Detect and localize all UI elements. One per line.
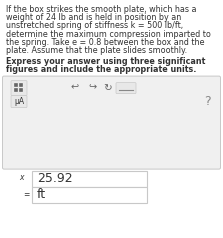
Bar — [19, 88, 23, 92]
Text: If the box strikes the smooth plate, which has a: If the box strikes the smooth plate, whi… — [6, 5, 196, 14]
Text: x: x — [19, 173, 23, 182]
Text: the spring. Take e = 0.8 between the box and the: the spring. Take e = 0.8 between the box… — [6, 38, 204, 47]
Bar — [32, 187, 147, 203]
Bar — [14, 88, 18, 92]
Text: determine the maximum compression imparted to: determine the maximum compression impart… — [6, 30, 211, 39]
Text: weight of 24 lb and is held in position by an: weight of 24 lb and is held in position … — [6, 13, 181, 22]
Bar — [14, 83, 18, 87]
FancyBboxPatch shape — [116, 83, 136, 94]
Text: ?: ? — [204, 95, 210, 108]
Text: μA: μA — [14, 97, 24, 106]
Bar — [32, 171, 147, 187]
FancyBboxPatch shape — [11, 96, 27, 108]
Text: ↻: ↻ — [104, 83, 112, 93]
Text: =: = — [23, 191, 29, 200]
Text: figures and include the appropriate units.: figures and include the appropriate unit… — [6, 65, 196, 74]
Text: unstretched spring of stiffness k = 500 lb/ft,: unstretched spring of stiffness k = 500 … — [6, 21, 183, 30]
Text: 25.92: 25.92 — [37, 172, 73, 185]
Text: ↪: ↪ — [88, 83, 96, 93]
Text: ↩: ↩ — [71, 83, 79, 93]
Text: ft: ft — [37, 188, 46, 201]
Bar — [19, 83, 23, 87]
Text: plate. Assume that the plate slides smoothly.: plate. Assume that the plate slides smoo… — [6, 46, 187, 55]
FancyBboxPatch shape — [2, 76, 221, 169]
FancyBboxPatch shape — [11, 81, 27, 96]
Text: Express your answer using three significant: Express your answer using three signific… — [6, 57, 205, 66]
